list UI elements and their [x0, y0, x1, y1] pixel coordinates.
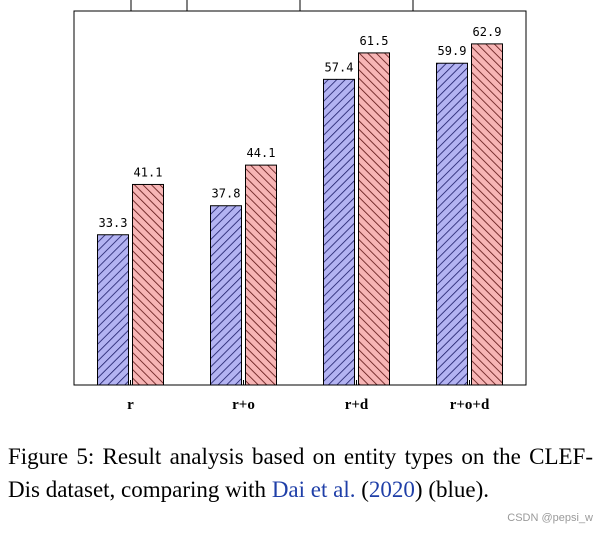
data-label: 41.1 [134, 165, 163, 179]
data-label: 62.9 [473, 25, 502, 39]
bar-r+o+d-series2 [471, 43, 503, 386]
data-label: 37.8 [212, 187, 241, 201]
citation-paren-close: ) [414, 477, 423, 502]
x-tick-label: r+o [232, 397, 255, 413]
data-label: 33.3 [99, 216, 128, 230]
bar-r+o-series1 [210, 205, 242, 386]
bar-r-series1 [97, 234, 129, 386]
bar-r+d-series2 [358, 52, 390, 386]
citation-author-link[interactable]: Dai et al. [271, 477, 356, 502]
bar-r+o+d-series1 [436, 62, 468, 386]
citation-year-link[interactable]: 2020 [368, 477, 415, 502]
figure-caption: Figure 5: Result analysis based on entit… [8, 440, 593, 506]
bar-chart: 33.3 41.1 r 37.8 44.1 r+o 57.4 61.5 r+d 59.9 62.9 r… [73, 0, 527, 413]
data-label: 59.9 [438, 44, 467, 58]
x-tick-label: r [127, 397, 134, 413]
bar-r+o-series2 [245, 164, 277, 386]
data-label: 61.5 [360, 34, 389, 48]
data-label: 44.1 [247, 146, 276, 160]
x-tick-label: r+o+d [450, 397, 490, 413]
data-label: 57.4 [325, 60, 354, 74]
caption-text-end: (blue). [422, 477, 489, 502]
caption-text: Figure 5: Result analysis based on entit… [8, 444, 593, 502]
bar-r-series2 [132, 183, 164, 386]
x-tick-label: r+d [345, 397, 369, 413]
bar-r+d-series1 [323, 78, 355, 386]
watermark: CSDN @pepsi_w [507, 512, 593, 524]
citation-paren-open: ( [355, 477, 369, 502]
